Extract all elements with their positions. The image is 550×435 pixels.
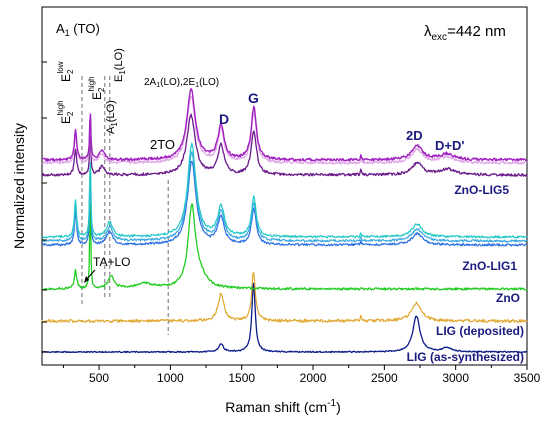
label-ta-lo: TA+LO: [93, 255, 130, 269]
series-label-lig-deposited: LIG (deposited): [436, 324, 524, 338]
label-d: D: [219, 111, 229, 127]
series-zno-lig5-a: [41, 113, 528, 177]
x-tick-label: 2000: [300, 371, 327, 385]
series-zno-lig5-c: [42, 88, 528, 162]
series-lig-as-synthesized: [41, 282, 528, 354]
series-zno-lig1-b: [41, 151, 528, 243]
series-label-lig-as-synthesized: LIG (as-synthesized): [407, 350, 524, 364]
series-lig-deposited: [41, 272, 528, 323]
x-tick-label: 2500: [371, 371, 398, 385]
x-tick-label: 1000: [157, 371, 184, 385]
label-a1-to: A1 (TO): [56, 21, 100, 38]
series-zno-lig1-a: [41, 160, 528, 247]
plot-frame: [41, 6, 528, 366]
x-axis-title: Raman shift (cm-1): [225, 398, 341, 415]
label-d-dprime: D+D': [435, 138, 464, 153]
series-label-zno-lig5: ZnO-LIG5: [454, 183, 509, 197]
series-zno: [41, 203, 528, 291]
excitation-label: λexc=442 nm: [424, 23, 506, 43]
x-tick-label: 3000: [442, 371, 469, 385]
label-g: G: [248, 90, 259, 106]
label-2d: 2D: [406, 128, 423, 143]
x-tick-label: 3500: [514, 371, 541, 385]
series-label-zno-lig1: ZnO-LIG1: [462, 259, 517, 273]
label-e2-high-2: E2high: [87, 76, 106, 100]
reference-lines: [81, 76, 169, 335]
series-zno-lig5-b: [41, 95, 528, 165]
x-tick-label: 1500: [228, 371, 255, 385]
label-e2-high-1: E2high: [56, 100, 75, 124]
ta-lo-arrowhead: [84, 276, 89, 283]
label-e2-low: E2low: [56, 61, 75, 82]
axis-ticks: 500 1000 1500 2000 2500 3000 3500: [42, 61, 541, 385]
series-zno-lig1-c: [41, 142, 528, 239]
label-e1-lo: E1(LO): [113, 48, 127, 82]
label-a1-lo: A1(LO): [105, 100, 119, 134]
y-axis-title: Normalized intensity: [11, 123, 27, 249]
series-label-zno: ZnO: [496, 291, 520, 305]
x-tick-label: 500: [89, 371, 109, 385]
label-2to: 2TO: [150, 137, 175, 152]
label-2a1-2e1: 2A1(LO),2E1(LO): [144, 77, 219, 89]
spectra: [41, 88, 528, 354]
